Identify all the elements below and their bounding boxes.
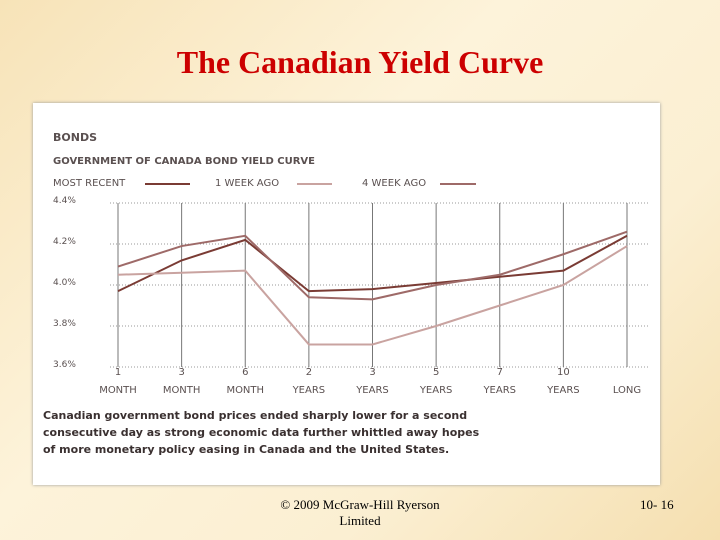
x-tick-label: 7 YEARS bbox=[483, 367, 517, 396]
chart-panel bbox=[33, 103, 660, 485]
y-tick-label: 4.2% bbox=[53, 237, 76, 247]
x-tick-label: 3 YEARS bbox=[356, 367, 389, 396]
x-tick-label: LONG bbox=[612, 385, 642, 396]
series-line bbox=[117, 230, 628, 301]
chart-title: GOVERNMENT OF CANADA BOND YIELD CURVE bbox=[53, 156, 316, 167]
page-number: 10- 16 bbox=[640, 497, 674, 512]
x-tick-label: 5 YEARS bbox=[419, 367, 453, 396]
footer: © 2009 McGraw-Hill Ryerson Limited bbox=[280, 497, 440, 528]
y-tick-label: 4.4% bbox=[53, 196, 76, 206]
y-tick-label: 3.6% bbox=[53, 360, 76, 370]
legend-label: MOST RECENT bbox=[53, 178, 126, 189]
legend-label: 4 WEEK AGO bbox=[362, 178, 427, 189]
y-tick-label: 3.8% bbox=[53, 319, 76, 329]
series-line bbox=[117, 245, 628, 346]
series-line bbox=[117, 234, 628, 293]
x-tick-label: 3 MONTH bbox=[162, 367, 201, 396]
x-tick-label: 10 YEARS bbox=[547, 367, 580, 396]
legend-label: 1 WEEK AGO bbox=[215, 178, 280, 189]
chart-note: Canadian government bond prices ended sh… bbox=[43, 409, 468, 422]
y-tick-label: 4.0% bbox=[53, 278, 76, 288]
x-tick-label: 2 YEARS bbox=[292, 367, 326, 396]
x-tick-label: 6 MONTH bbox=[226, 367, 265, 396]
slide-title: The Canadian Yield Curve bbox=[176, 44, 544, 80]
chart-note: consecutive day as strong economic data … bbox=[43, 426, 480, 439]
chart-kicker: BONDS bbox=[53, 131, 97, 144]
chart-note: of more monetary policy easing in Canada… bbox=[43, 443, 450, 456]
x-tick-label: 1 MONTH bbox=[99, 367, 137, 396]
